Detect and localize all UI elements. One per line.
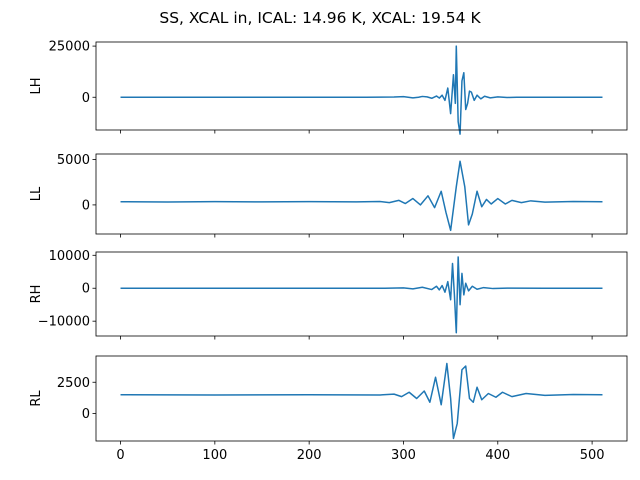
series-line-lh <box>120 45 603 135</box>
y-tick-label: 0 <box>82 282 90 297</box>
chart-title: SS, XCAL in, ICAL: 14.96 K, XCAL: 19.54 … <box>159 9 481 27</box>
y-tick-label: 0 <box>82 407 90 422</box>
series-line-ll <box>120 160 603 232</box>
x-tick-label: 200 <box>297 448 322 463</box>
panel-ll: 0 5000 LL <box>29 153 628 238</box>
axes-frame <box>95 153 628 235</box>
y-axis-label: RL <box>29 390 44 407</box>
y-tick-label: −10000 <box>38 315 90 330</box>
series-line-rl <box>120 362 603 440</box>
y-tick-label: 5000 <box>57 153 90 168</box>
panel-rh: −10000 0 10000 RH <box>29 249 628 340</box>
x-tick-label: 300 <box>391 448 416 463</box>
axes-frame <box>95 251 628 337</box>
y-axis-label: LH <box>29 77 44 94</box>
x-tick-label: 100 <box>202 448 227 463</box>
axes-frame <box>95 41 628 131</box>
y-tick-label: 10000 <box>49 249 90 264</box>
y-axis-label: LL <box>29 186 44 201</box>
x-tick-label: 0 <box>116 448 124 463</box>
y-tick-label: 0 <box>82 198 90 213</box>
series-line-rh <box>120 256 603 334</box>
x-tick-label: 500 <box>580 448 605 463</box>
y-tick-label: 0 <box>82 91 90 106</box>
panel-rl: 0 2500 0 100 200 300 400 500 RL <box>29 355 628 463</box>
y-tick-label: 2500 <box>57 376 90 391</box>
y-axis-label: RH <box>29 285 44 304</box>
y-tick-label: 25000 <box>49 40 90 55</box>
panel-lh: 0 25000 LH <box>29 40 628 135</box>
x-tick-label: 400 <box>485 448 510 463</box>
axes-frame <box>95 355 628 442</box>
